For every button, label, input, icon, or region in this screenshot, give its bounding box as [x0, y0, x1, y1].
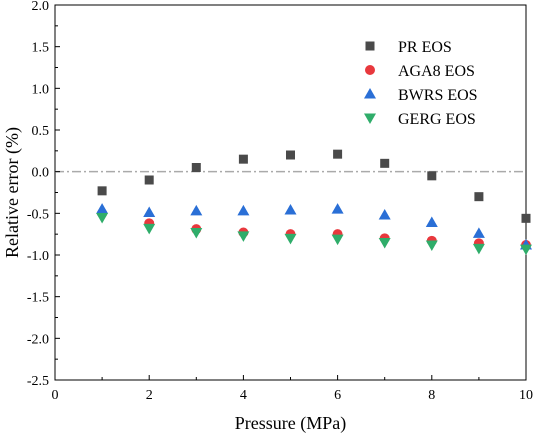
bwrs-eos-point — [472, 227, 485, 238]
bwrs-eos-point — [143, 206, 156, 217]
y-tick-label: 1.0 — [32, 82, 50, 97]
gerg-eos-point — [190, 228, 203, 239]
pr-eos-point — [238, 154, 248, 164]
pr-eos-point — [333, 149, 343, 159]
pr-eos-point — [474, 192, 484, 202]
bwrs-eos-point — [96, 203, 109, 214]
x-tick-label: 10 — [519, 388, 533, 403]
y-tick-label: -2.5 — [27, 374, 49, 389]
bwrs-eos-point — [237, 204, 250, 216]
series-bwrs-eos — [96, 203, 532, 250]
legend-marker-gerg-eos — [364, 113, 376, 124]
y-tick-label: -1.5 — [27, 291, 49, 306]
legend-label-gerg-eos: GERG EOS — [398, 111, 476, 128]
x-tick-label: 2 — [146, 388, 153, 403]
bwrs-eos-point — [190, 204, 203, 216]
x-tick-label: 4 — [240, 388, 247, 403]
legend: PR EOS AGA8 EOS BWRS EOS GERG EOS — [364, 39, 478, 128]
gerg-eos-point — [237, 231, 250, 242]
legend-marker-pr-eos — [365, 41, 375, 51]
x-tick-label: 8 — [428, 388, 435, 403]
gerg-eos-point — [378, 238, 391, 249]
series-aga8-eos — [97, 208, 531, 250]
pr-eos-point — [380, 158, 390, 168]
pr-eos-point — [427, 171, 437, 181]
series-gerg-eos — [96, 213, 532, 256]
y-tick-label: -0.5 — [27, 207, 49, 222]
x-tick-label: 0 — [52, 388, 59, 403]
y-axis-title: Relative error (%) — [2, 127, 23, 258]
data-points — [96, 149, 532, 256]
plot-frame — [54, 4, 527, 381]
gerg-eos-point — [284, 233, 297, 245]
x-axis-ticks: 0 2 4 6 8 10 — [52, 375, 533, 403]
plot-area — [54, 4, 527, 381]
x-tick-label: 6 — [334, 388, 341, 403]
pr-eos-point — [286, 150, 295, 160]
legend-label-bwrs-eos: BWRS EOS — [398, 87, 478, 104]
y-tick-label: -1.0 — [27, 249, 49, 264]
gerg-eos-point — [520, 244, 532, 256]
y-tick-label: 2.0 — [32, 0, 50, 14]
x-axis-title: Pressure (MPa) — [235, 413, 346, 434]
y-tick-label: 0.5 — [32, 124, 50, 139]
gerg-eos-point — [425, 240, 438, 251]
legend-marker-bwrs-eos — [364, 88, 376, 99]
gerg-eos-point — [472, 243, 485, 255]
legend-label-aga8-eos: AGA8 EOS — [398, 63, 475, 80]
bwrs-eos-point — [425, 216, 438, 227]
bwrs-eos-point — [331, 203, 344, 214]
y-tick-label: -2.0 — [27, 332, 49, 347]
gerg-eos-point — [143, 223, 156, 235]
y-tick-label: 0.0 — [32, 166, 50, 181]
legend-marker-aga8-eos — [365, 65, 375, 75]
pr-eos-point — [144, 175, 154, 185]
y-axis-ticks: 2.0 1.5 1.0 0.5 0.0 -0.5 -1.0 -1.5 -2.0 -2.5 — [27, 0, 60, 389]
pr-eos-point — [97, 186, 107, 196]
legend-label-pr-eos: PR EOS — [398, 39, 452, 56]
pr-eos-point — [191, 163, 201, 172]
series-pr-eos — [97, 149, 531, 223]
pr-eos-point — [521, 213, 531, 223]
bwrs-eos-point — [378, 209, 391, 220]
gerg-eos-point — [331, 234, 344, 246]
gerg-eos-point — [96, 213, 109, 224]
y-tick-label: 1.5 — [32, 41, 50, 56]
bwrs-eos-point — [284, 204, 297, 215]
